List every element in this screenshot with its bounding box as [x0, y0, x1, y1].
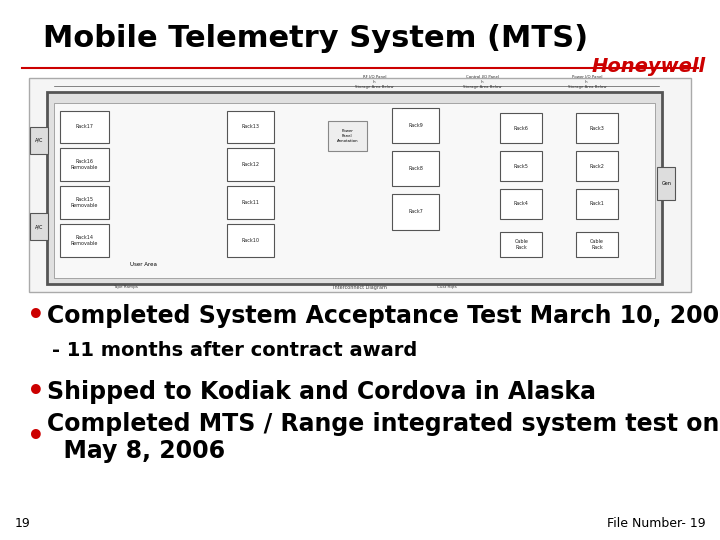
Bar — [500, 232, 542, 256]
Text: Rack15
Removable: Rack15 Removable — [71, 197, 98, 208]
Text: 19: 19 — [14, 517, 30, 530]
Text: •: • — [27, 377, 45, 406]
Bar — [500, 113, 542, 143]
Text: Rack8: Rack8 — [408, 166, 423, 171]
Text: Power I/O Panel
In
Storage Area Below: Power I/O Panel In Storage Area Below — [567, 76, 606, 89]
Bar — [500, 189, 542, 219]
Bar — [60, 148, 109, 181]
Text: Gen: Gen — [662, 181, 671, 186]
Bar — [30, 213, 48, 240]
Text: Rack9: Rack9 — [408, 123, 423, 128]
Text: File Number- 19: File Number- 19 — [607, 517, 706, 530]
Text: Completed System Acceptance Test March 10, 2006: Completed System Acceptance Test March 1… — [47, 304, 720, 328]
Bar — [227, 111, 274, 143]
Text: A/C: A/C — [35, 224, 43, 230]
Text: Rack16
Removable: Rack16 Removable — [71, 159, 98, 170]
Text: Rack2: Rack2 — [590, 164, 604, 168]
Text: Rack11: Rack11 — [241, 200, 259, 205]
Text: Rack4: Rack4 — [514, 201, 528, 206]
Text: Control I/O Panel
In
Storage Area Below: Control I/O Panel In Storage Area Below — [463, 76, 502, 89]
Bar — [576, 151, 618, 181]
Text: Rack12: Rack12 — [241, 162, 259, 167]
Text: Cable
Rack: Cable Rack — [590, 239, 604, 249]
Bar — [227, 148, 274, 181]
Text: Honeywell: Honeywell — [591, 57, 706, 76]
Bar — [60, 111, 109, 143]
Bar — [576, 113, 618, 143]
Text: Tape Ramps: Tape Ramps — [114, 285, 138, 289]
Text: A/C: A/C — [35, 138, 43, 143]
Text: Interconnect Diagram: Interconnect Diagram — [333, 285, 387, 291]
Bar — [576, 189, 618, 219]
Bar — [30, 127, 48, 154]
Bar — [29, 78, 691, 292]
Bar — [576, 232, 618, 256]
Text: •: • — [27, 423, 45, 451]
Text: Mobile Telemetry System (MTS): Mobile Telemetry System (MTS) — [43, 24, 588, 53]
Bar — [47, 92, 662, 284]
Bar — [227, 224, 274, 256]
Text: Completed MTS / Range integrated system test on
  May 8, 2006: Completed MTS / Range integrated system … — [47, 411, 719, 463]
Text: - 11 months after contract award: - 11 months after contract award — [52, 341, 417, 361]
Text: Cust Rqts: Cust Rqts — [436, 285, 456, 289]
Bar — [60, 224, 109, 256]
Bar — [328, 122, 367, 151]
Text: Rack5: Rack5 — [514, 164, 528, 168]
Text: Rack17: Rack17 — [76, 124, 94, 130]
Text: User Area: User Area — [130, 262, 158, 267]
Bar — [54, 103, 655, 278]
Bar — [60, 186, 109, 219]
Bar — [392, 108, 439, 143]
Text: Rack13: Rack13 — [241, 124, 259, 130]
Bar — [500, 151, 542, 181]
Text: Rack6: Rack6 — [514, 126, 528, 131]
Text: Shipped to Kodiak and Cordova in Alaska: Shipped to Kodiak and Cordova in Alaska — [47, 380, 596, 403]
Text: Power
Panel
Annotation: Power Panel Annotation — [336, 130, 359, 143]
Text: Cable
Rack: Cable Rack — [514, 239, 528, 249]
Text: Rack7: Rack7 — [408, 210, 423, 214]
Bar — [657, 167, 675, 200]
Text: Rack14
Removable: Rack14 Removable — [71, 235, 98, 246]
Bar — [227, 186, 274, 219]
Text: Rack1: Rack1 — [590, 201, 604, 206]
Bar — [392, 151, 439, 186]
Text: Rack10: Rack10 — [241, 238, 259, 243]
Text: •: • — [27, 302, 45, 330]
Bar — [392, 194, 439, 230]
Text: Rack3: Rack3 — [590, 126, 604, 131]
Text: RF I/O Panel
In
Storage Area Below: RF I/O Panel In Storage Area Below — [355, 76, 394, 89]
